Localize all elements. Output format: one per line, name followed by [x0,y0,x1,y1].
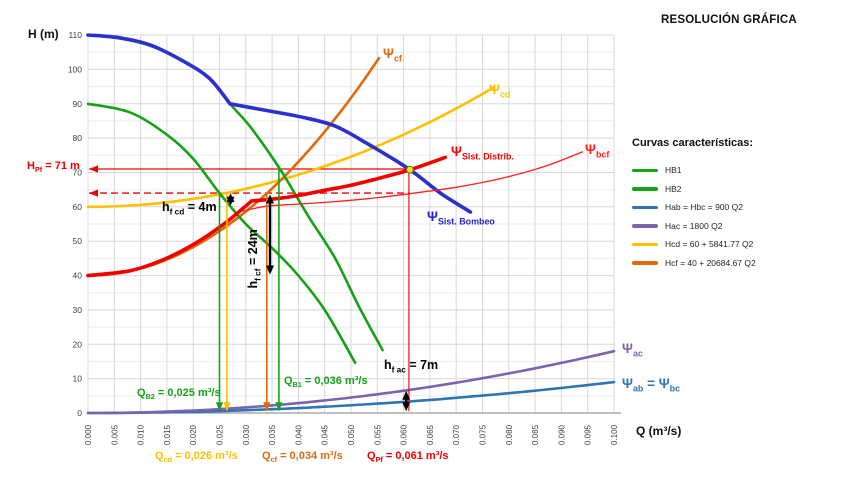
legend-swatch-line [632,168,658,172]
curve-HB2 [86,102,357,365]
svg-text:60: 60 [73,202,83,212]
svg-text:0.050: 0.050 [347,424,356,445]
qb1-annotation: QB1 = 0,036 m³/s [284,375,368,390]
svg-text:0.075: 0.075 [479,424,488,445]
svg-text:80: 80 [73,133,83,143]
hfcf-annotation: hf cf = 24m [246,229,263,289]
psi-cd-label: Ψcd [489,82,511,100]
qpf-annotation: QPf = 0,061 m³/s [367,450,449,465]
svg-text:10: 10 [73,374,83,384]
legend-item-label: Hac = 1800 Q2 [665,220,723,231]
legend-item: Hac = 1800 Q2 [632,217,756,236]
svg-text:70: 70 [73,168,83,178]
svg-text:0.060: 0.060 [400,424,409,445]
legend: Curvas características: HB1 HB2 Hab = Hbc … [632,137,756,272]
svg-text:20: 20 [73,339,83,349]
legend-item: Hcf = 40 + 20684.67 Q2 [632,254,756,273]
svg-text:0: 0 [77,408,82,418]
psi-bcf-label: Ψbcf [585,142,610,160]
curve-Psi_Sist_Bombeo [228,102,473,214]
legend-item-label: Hab = Hbc = 900 Q2 [665,202,743,213]
svg-text:0.070: 0.070 [452,424,461,445]
svg-text:0.055: 0.055 [373,424,382,445]
legend-items: HB1 HB2 Hab = Hbc = 900 Q2 Hac = 1800 Q2 Hcd… [632,161,756,272]
curve-Hcd [86,86,495,209]
legend-item-label: Hcf = 40 + 20684.67 Q2 [665,257,756,268]
svg-text:0.065: 0.065 [426,424,435,445]
legend-swatch-line [632,205,658,209]
svg-text:0.040: 0.040 [294,424,303,445]
svg-text:0.045: 0.045 [321,424,330,445]
psi-sist-distrib-label: ΨSist. Distrib. [451,144,514,162]
curve-Hac [86,349,616,415]
psi-ab-bc-label: Ψab = Ψbc [622,376,681,394]
svg-text:0.020: 0.020 [189,424,198,445]
legend-item: HB1 [632,161,756,180]
legend-item-label: HB1 [665,165,682,176]
svg-text:0.005: 0.005 [110,424,119,445]
svg-text:100: 100 [68,64,82,74]
svg-text:0.030: 0.030 [242,424,251,445]
svg-text:0.080: 0.080 [505,424,514,445]
svg-text:0.035: 0.035 [268,424,277,445]
legend-item: Hcd = 60 + 5841.77 Q2 [632,235,756,254]
hpf-annotation: HPf = 71 m [27,160,80,175]
hfac-annotation: hf ac = 7m [384,358,439,375]
psi-cf-label: Ψcf [383,46,402,64]
legend-item-label: HB2 [665,183,682,194]
legend-swatch-line [632,261,658,265]
svg-text:110: 110 [68,30,82,40]
hfcd-annotation: hf cd = 4m [162,200,217,217]
psi-ac-label: Ψac [622,341,643,359]
qb2-annotation: QB2 = 0,025 m³/s [137,387,221,402]
legend-item: HB2 [632,180,756,199]
svg-text:0.025: 0.025 [216,424,225,445]
svg-text:40: 40 [73,271,83,281]
curve-Psi_Sist_Bombeo [86,33,232,106]
curve-Psi_bcf [242,151,584,212]
legend-swatch-line [632,242,658,246]
legend-item: Hab = Hbc = 900 Q2 [632,198,756,217]
svg-text:0.000: 0.000 [84,424,93,445]
psi-sist-bombeo-label: ΨSist. Bombeo [427,209,495,227]
svg-text:0.100: 0.100 [610,424,619,445]
operating-point-marker [406,165,414,174]
svg-text:0.010: 0.010 [137,424,146,445]
y-axis-title: H (m) [28,27,59,41]
svg-text:0.015: 0.015 [163,424,172,445]
svg-text:50: 50 [73,236,83,246]
svg-text:0.090: 0.090 [557,424,566,445]
svg-text:0.085: 0.085 [531,424,540,445]
svg-text:0.095: 0.095 [584,424,593,445]
legend-item-label: Hcd = 60 + 5841.77 Q2 [665,239,754,250]
legend-swatch-line [632,224,658,228]
svg-text:30: 30 [73,305,83,315]
qcf-annotation: Qcf = 0,034 m³/s [262,450,343,465]
x-axis-title: Q (m³/s) [636,424,682,438]
page-title: RESOLUCIÓN GRÁFICA [661,14,797,26]
legend-title: Curvas características: [632,137,754,149]
qcd-annotation: Qcd = 0,026 m³/s [155,450,238,465]
legend-swatch-line [632,187,658,191]
svg-text:90: 90 [73,99,83,109]
curve-Hcf [86,56,381,277]
